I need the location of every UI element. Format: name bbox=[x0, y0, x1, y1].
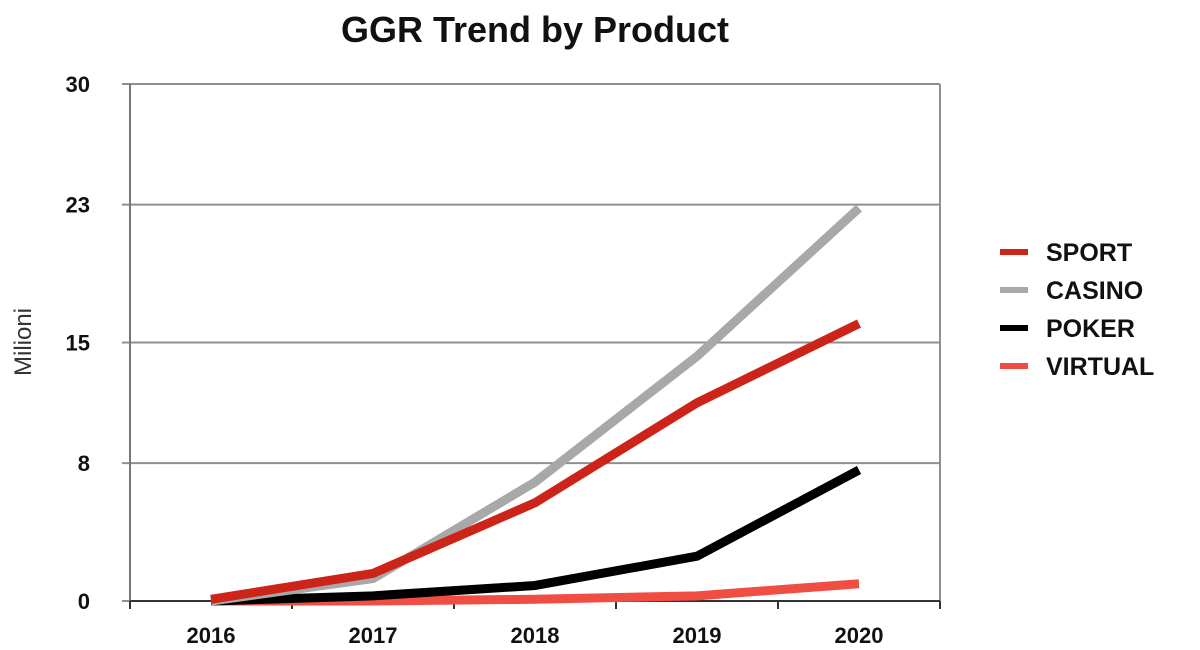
legend-label-sport: SPORT bbox=[1046, 239, 1132, 267]
x-tick-label: 2020 bbox=[835, 623, 884, 648]
legend-label-casino: CASINO bbox=[1046, 277, 1143, 305]
y-axis-label: Milioni bbox=[10, 308, 37, 376]
series-line-poker bbox=[210, 466, 862, 606]
x-tick-label: 2019 bbox=[673, 623, 722, 648]
legend-label-poker: POKER bbox=[1046, 315, 1135, 343]
legend-label-virtual: VIRTUAL bbox=[1046, 353, 1154, 381]
chart-title: GGR Trend by Product bbox=[341, 9, 729, 50]
legend: SPORT CASINO POKER VIRTUAL bbox=[1000, 239, 1154, 381]
axes: 0 8 15 23 30 2016 2017 2018 2019 2020 bbox=[66, 72, 941, 648]
gridlines bbox=[130, 83, 940, 465]
y-tick-label: 15 bbox=[66, 331, 90, 356]
series-line-casino bbox=[210, 204, 863, 606]
y-tick-label: 30 bbox=[66, 72, 90, 97]
series-line-sport bbox=[210, 319, 861, 604]
series-lines bbox=[210, 204, 863, 606]
y-tick-label: 23 bbox=[66, 193, 90, 218]
y-tick-label: 8 bbox=[78, 451, 90, 476]
y-tick-label: 0 bbox=[78, 589, 90, 614]
x-tick-label: 2018 bbox=[511, 623, 560, 648]
x-tick-label: 2017 bbox=[349, 623, 398, 648]
x-tick-label: 2016 bbox=[187, 623, 236, 648]
